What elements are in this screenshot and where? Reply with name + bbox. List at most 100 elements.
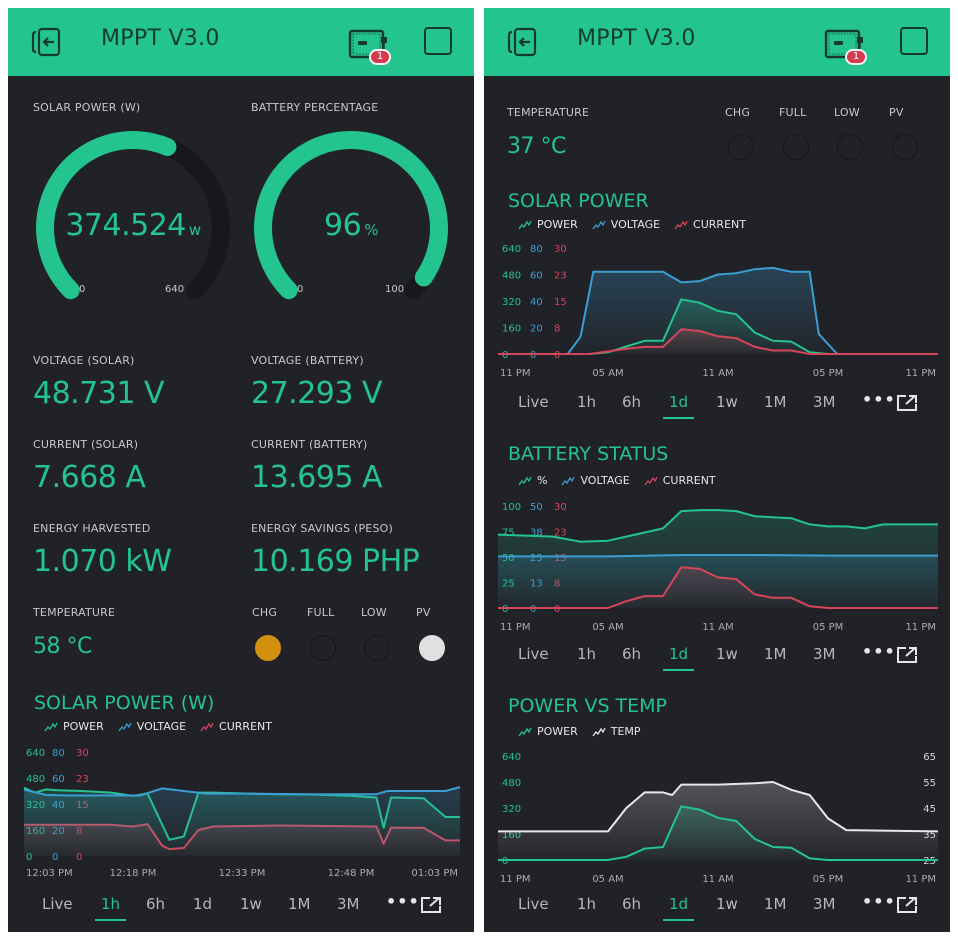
tab-6h[interactable]: 6h — [146, 895, 166, 913]
led-full — [783, 134, 809, 160]
x-tick-label: 05 PM — [813, 874, 844, 885]
legend-item-percent[interactable]: % — [518, 474, 547, 487]
tab-1m[interactable]: 1M — [764, 393, 787, 411]
tab-1h[interactable]: 1h — [577, 645, 597, 663]
series-icon — [674, 220, 688, 229]
legend-item-power[interactable]: POWER — [44, 720, 104, 733]
tab-1d[interactable]: 1d — [193, 895, 213, 913]
y-tick-label: 0 — [52, 852, 58, 863]
legend-item-voltage[interactable]: VOLTAGE — [561, 474, 630, 487]
x-tick-label: 05 AM — [592, 874, 623, 885]
gauge-value: 96% — [251, 208, 451, 243]
exit-icon[interactable] — [506, 26, 540, 58]
more-options-icon[interactable]: ••• — [386, 892, 420, 911]
led-label-full: FULL — [307, 606, 335, 619]
tab-1h[interactable]: 1h — [94, 895, 127, 921]
tab-live[interactable]: Live — [518, 393, 549, 411]
legend-item-power[interactable]: POWER — [518, 725, 578, 738]
y-tick-label: 55 — [923, 778, 936, 789]
more-options-icon[interactable]: ••• — [862, 390, 896, 409]
legend-label: CURRENT — [693, 218, 746, 231]
more-options-icon[interactable]: ••• — [862, 642, 896, 661]
legend-item-power[interactable]: POWER — [518, 218, 578, 231]
tab-3m[interactable]: 3M — [813, 895, 836, 913]
tab-1d[interactable]: 1d — [662, 645, 695, 671]
series-icon — [118, 722, 132, 731]
chart-title: BATTERY STATUS — [508, 443, 669, 465]
stop-button[interactable] — [900, 27, 928, 55]
tab-1h[interactable]: 1h — [577, 895, 597, 913]
tab-1d[interactable]: 1d — [662, 393, 695, 419]
stop-button[interactable] — [424, 27, 452, 55]
legend-item-current[interactable]: CURRENT — [200, 720, 272, 733]
fullscreen-export-icon[interactable] — [896, 896, 918, 914]
led-pv — [892, 134, 918, 160]
legend-item-voltage[interactable]: VOLTAGE — [592, 218, 660, 231]
more-options-icon[interactable]: ••• — [862, 892, 896, 911]
y-tick-label: 320 — [502, 297, 521, 308]
gauge-min: 0 — [297, 284, 304, 295]
series-line-voltage — [498, 266, 938, 355]
label-energy-harvested: ENERGY HARVESTED — [33, 522, 151, 535]
time-range-tabs: Live 1h 6h 1d 1w 1M 3M ••• — [484, 640, 950, 671]
y-tick-label: 480 — [502, 778, 521, 789]
legend-item-current[interactable]: CURRENT — [674, 218, 746, 231]
fullscreen-export-icon[interactable] — [420, 896, 442, 914]
series-icon — [200, 722, 214, 731]
tab-1w[interactable]: 1w — [240, 895, 262, 913]
tab-1m[interactable]: 1M — [764, 895, 787, 913]
gauge-arc — [254, 131, 448, 300]
tab-1m[interactable]: 1M — [764, 645, 787, 663]
legend-item-voltage[interactable]: VOLTAGE — [118, 720, 186, 733]
led-chg — [728, 134, 754, 160]
label-current-battery: CURRENT (BATTERY) — [251, 438, 368, 451]
fullscreen-export-icon[interactable] — [896, 394, 918, 412]
series-line-percent — [497, 509, 938, 543]
tab-3m[interactable]: 3M — [337, 895, 360, 913]
solar-power-chart[interactable]: 64048032016008060402003023158012:03 PM12… — [23, 738, 461, 879]
x-tick-label: 05 AM — [592, 622, 623, 633]
gauge-arc — [36, 131, 230, 300]
y-tick-label: 0 — [502, 604, 508, 615]
tab-live[interactable]: Live — [518, 645, 549, 663]
tab-live[interactable]: Live — [42, 895, 73, 913]
exit-icon[interactable] — [30, 26, 64, 58]
tab-live[interactable]: Live — [518, 895, 549, 913]
x-tick-label: 05 AM — [592, 368, 623, 379]
gauge-fill — [36, 131, 177, 300]
led-label-low: LOW — [361, 606, 387, 619]
tab-6h[interactable]: 6h — [622, 645, 642, 663]
label-energy-savings: ENERGY SAVINGS (PESO) — [251, 522, 393, 535]
legend-label: CURRENT — [662, 474, 716, 487]
tab-6h[interactable]: 6h — [622, 895, 642, 913]
tab-1w[interactable]: 1w — [716, 895, 738, 913]
tab-1d[interactable]: 1d — [662, 895, 695, 921]
tab-1w[interactable]: 1w — [716, 645, 738, 663]
tab-1m[interactable]: 1M — [288, 895, 311, 913]
tab-3m[interactable]: 3M — [813, 645, 836, 663]
notification-badge: 1 — [845, 49, 867, 65]
legend-item-current[interactable]: CURRENT — [644, 474, 716, 487]
y-tick-label: 15 — [554, 297, 567, 308]
tab-1w[interactable]: 1w — [716, 393, 738, 411]
device-icon[interactable] — [347, 25, 391, 67]
solar-power-chart[interactable]: 640 480 320 160 0 80 60 40 20 0 30 23 15 8 0 11 PM 05 AM… — [498, 236, 938, 379]
fullscreen-export-icon[interactable] — [896, 646, 918, 664]
tab-1h[interactable]: 1h — [577, 393, 597, 411]
series-icon — [644, 476, 658, 485]
y-tick-label: 30 — [554, 502, 567, 513]
value-temperature: 37 °C — [507, 134, 566, 159]
series-icon — [44, 722, 58, 731]
tab-6h[interactable]: 6h — [622, 393, 642, 411]
tab-3m[interactable]: 3M — [813, 393, 836, 411]
gauge-value: 374.524 w — [33, 208, 233, 243]
x-tick-label: 11 PM — [905, 874, 936, 885]
label-current-solar: CURRENT (SOLAR) — [33, 438, 139, 451]
legend-item-temp[interactable]: TEMP — [592, 725, 641, 738]
series-line-voltage — [498, 554, 938, 558]
